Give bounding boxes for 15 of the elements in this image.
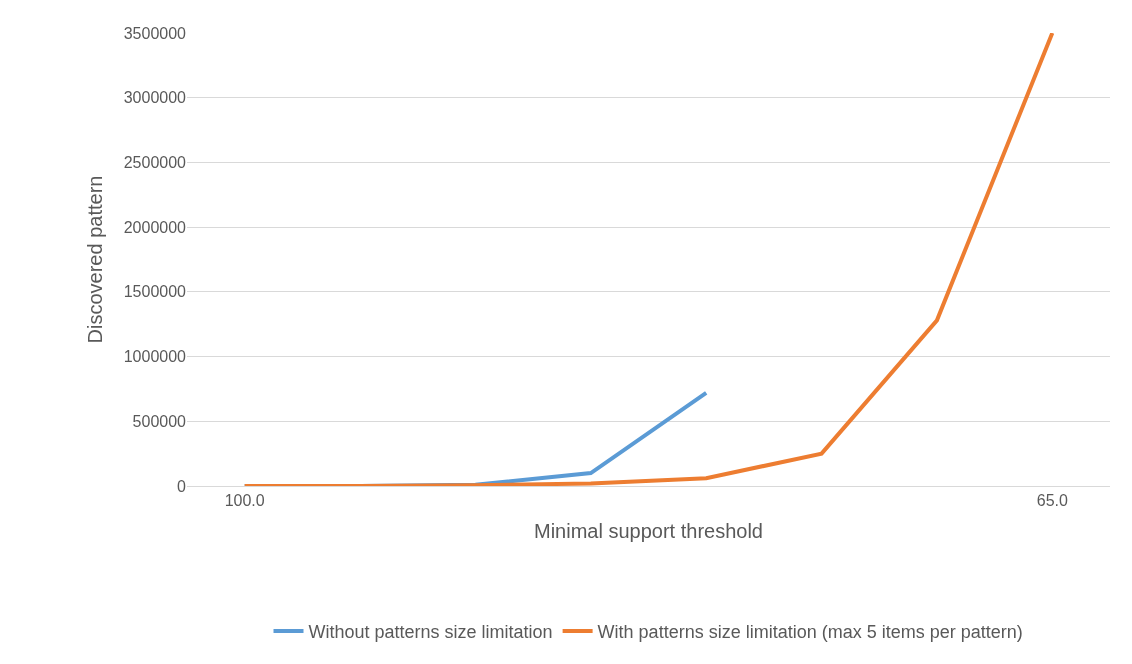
- y-tick-label: 1000000: [123, 348, 187, 366]
- legend-label: Without patterns size limitation: [308, 622, 553, 643]
- y-tick-label: 3000000: [123, 89, 187, 107]
- line-series: [242, 33, 1055, 486]
- x-axis-title: Minimal support threshold: [534, 519, 763, 542]
- y-tick-label: 1500000: [123, 283, 187, 301]
- y-tick-label: 2000000: [123, 218, 187, 236]
- x-tick-label: 100.0: [224, 492, 265, 510]
- y-tick-label: 3500000: [123, 24, 187, 42]
- y-tick-label: 500000: [132, 412, 187, 430]
- y-tick-label: 0: [177, 477, 187, 495]
- x-tick-label: 65.0: [1036, 492, 1068, 510]
- y-tick-label: 2500000: [123, 154, 187, 172]
- y-axis-title: Discovered pattern: [84, 175, 107, 344]
- legend-label: With patterns size limitation (max 5 items per pattern): [597, 622, 1023, 643]
